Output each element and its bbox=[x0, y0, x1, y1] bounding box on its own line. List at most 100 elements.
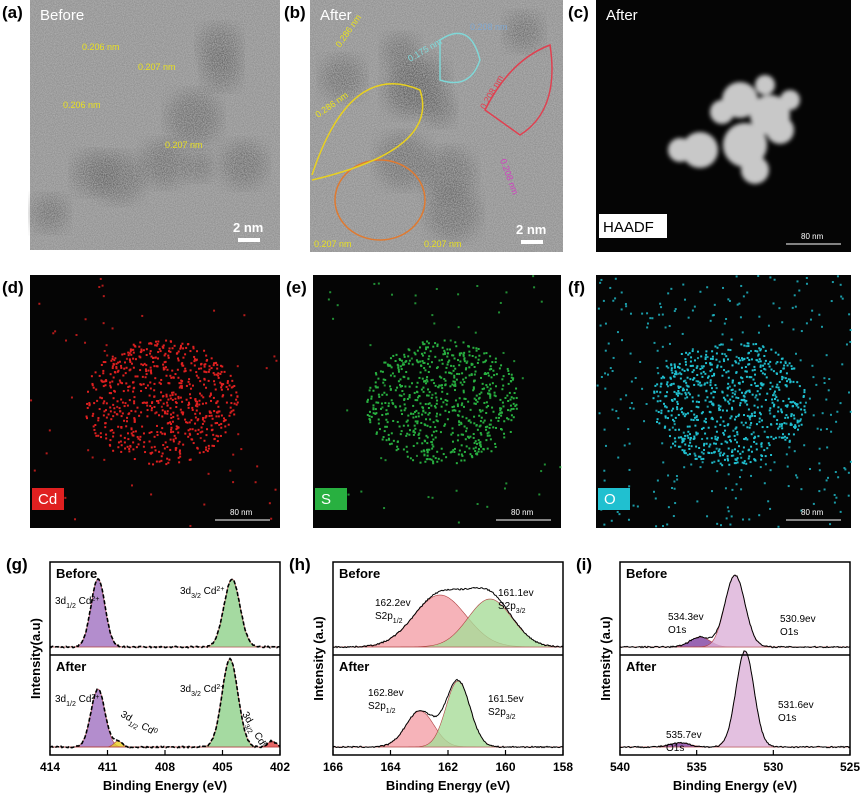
dot bbox=[430, 404, 433, 407]
dot bbox=[789, 423, 792, 426]
dot bbox=[386, 412, 389, 415]
label-part: S2p bbox=[498, 601, 516, 612]
lattice-spacing: 0.207 nm bbox=[424, 239, 462, 249]
dot bbox=[366, 414, 369, 417]
dot bbox=[198, 451, 201, 454]
dot bbox=[195, 358, 198, 361]
dot bbox=[446, 418, 449, 421]
dot bbox=[746, 356, 749, 359]
dot bbox=[823, 377, 826, 380]
dot bbox=[171, 398, 174, 401]
peak-label: 534.3ev O1s bbox=[668, 612, 704, 636]
dot bbox=[167, 421, 170, 424]
dot bbox=[432, 462, 435, 465]
dot bbox=[478, 409, 481, 412]
dot bbox=[743, 460, 746, 463]
dot bbox=[787, 378, 790, 381]
dot bbox=[187, 435, 190, 438]
dot bbox=[448, 371, 451, 374]
dot bbox=[695, 380, 698, 383]
dot bbox=[389, 357, 392, 360]
dot bbox=[405, 434, 408, 437]
dot bbox=[417, 433, 420, 436]
dot bbox=[693, 383, 696, 386]
dot bbox=[132, 348, 135, 351]
dot bbox=[414, 427, 417, 430]
scale-bar-label: 80 nm bbox=[511, 508, 534, 517]
dot bbox=[700, 412, 703, 415]
dot bbox=[165, 339, 168, 342]
dot bbox=[485, 373, 488, 376]
dot bbox=[660, 377, 663, 380]
dot bbox=[230, 410, 233, 413]
dot bbox=[772, 370, 775, 373]
label-part: 1/2 bbox=[386, 708, 396, 715]
dot bbox=[415, 409, 418, 412]
dot bbox=[788, 362, 791, 365]
dot bbox=[674, 444, 677, 447]
dot bbox=[507, 369, 510, 372]
dot bbox=[483, 352, 486, 355]
dot bbox=[684, 397, 687, 400]
dot bbox=[427, 413, 430, 416]
dot bbox=[646, 326, 649, 329]
dot bbox=[168, 382, 171, 385]
dot bbox=[411, 363, 414, 366]
dot bbox=[369, 419, 372, 422]
dot bbox=[758, 347, 761, 350]
dot bbox=[166, 457, 169, 460]
dot bbox=[782, 400, 785, 403]
dot bbox=[477, 347, 480, 350]
dot bbox=[711, 490, 714, 493]
dot bbox=[414, 294, 417, 297]
label-part: 1/2 bbox=[66, 701, 76, 708]
dot bbox=[680, 393, 683, 396]
dot bbox=[99, 396, 102, 399]
dot bbox=[738, 302, 741, 305]
dot bbox=[210, 367, 213, 370]
dot bbox=[669, 446, 672, 449]
dot bbox=[214, 422, 217, 425]
dot bbox=[721, 343, 724, 346]
dot bbox=[224, 425, 227, 428]
dot bbox=[175, 428, 178, 431]
dot bbox=[458, 364, 461, 367]
dot bbox=[170, 431, 173, 434]
dot bbox=[758, 315, 761, 318]
dot bbox=[162, 366, 165, 369]
dot bbox=[722, 358, 725, 361]
dot bbox=[189, 369, 192, 372]
dot bbox=[103, 400, 106, 403]
dot bbox=[403, 393, 406, 396]
dot bbox=[730, 515, 733, 518]
dot bbox=[171, 391, 174, 394]
dot bbox=[377, 422, 380, 425]
noise bbox=[310, 0, 563, 252]
dot bbox=[197, 376, 200, 379]
dot bbox=[737, 397, 740, 400]
dot bbox=[789, 422, 792, 425]
x-axis-title: Binding Energy (eV) bbox=[673, 778, 797, 793]
dot bbox=[763, 449, 766, 452]
dot bbox=[195, 374, 198, 377]
dot bbox=[112, 449, 115, 452]
dot bbox=[452, 365, 455, 368]
dot bbox=[835, 420, 838, 423]
dot bbox=[786, 465, 789, 468]
dot bbox=[162, 444, 165, 447]
dot bbox=[426, 394, 429, 397]
dot bbox=[597, 307, 600, 310]
dot bbox=[423, 343, 426, 346]
dot bbox=[780, 411, 783, 414]
dot bbox=[119, 440, 122, 443]
dot bbox=[184, 369, 187, 372]
dot bbox=[772, 405, 775, 408]
dot bbox=[741, 377, 744, 380]
dot bbox=[475, 347, 478, 350]
dot bbox=[699, 384, 702, 387]
dot bbox=[486, 386, 489, 389]
dot bbox=[194, 404, 197, 407]
dot bbox=[760, 454, 763, 457]
dot bbox=[415, 415, 418, 418]
dot bbox=[91, 414, 94, 417]
